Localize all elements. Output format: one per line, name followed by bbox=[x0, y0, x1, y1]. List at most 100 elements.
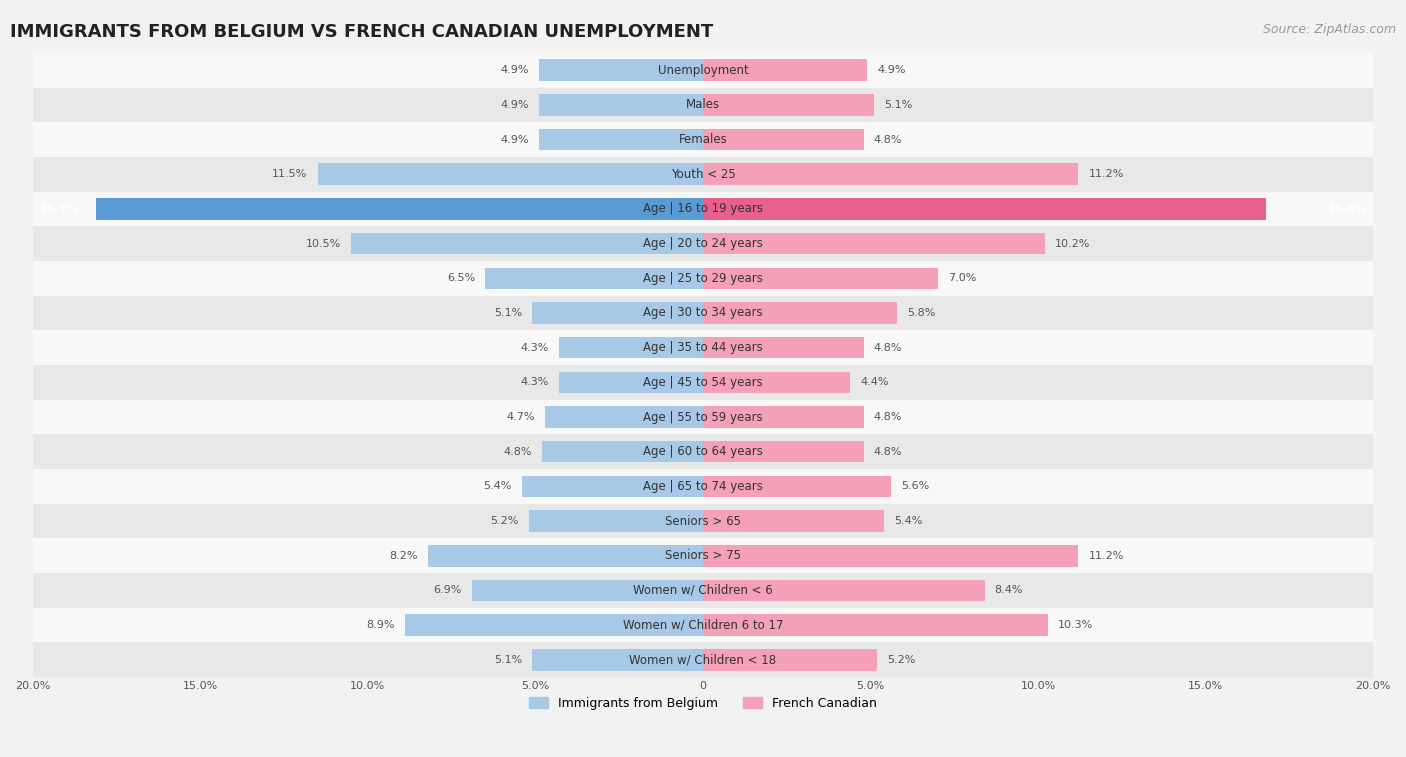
Text: Youth < 25: Youth < 25 bbox=[671, 168, 735, 181]
Bar bbox=[703, 198, 1265, 220]
Bar bbox=[703, 60, 868, 81]
Text: 6.9%: 6.9% bbox=[433, 585, 461, 596]
Text: 8.4%: 8.4% bbox=[994, 585, 1024, 596]
Bar bbox=[32, 192, 1374, 226]
Text: 4.3%: 4.3% bbox=[520, 343, 548, 353]
Bar bbox=[703, 510, 884, 532]
Bar bbox=[703, 580, 984, 601]
Bar bbox=[32, 538, 1374, 573]
Bar bbox=[543, 441, 703, 463]
Bar bbox=[32, 157, 1374, 192]
Bar bbox=[32, 261, 1374, 296]
Bar bbox=[703, 441, 863, 463]
Text: 10.5%: 10.5% bbox=[305, 238, 342, 248]
Text: 5.1%: 5.1% bbox=[884, 100, 912, 110]
Bar bbox=[522, 475, 703, 497]
Bar bbox=[703, 337, 863, 358]
Text: 10.2%: 10.2% bbox=[1054, 238, 1090, 248]
Bar bbox=[32, 400, 1374, 435]
Text: 5.2%: 5.2% bbox=[887, 655, 915, 665]
Bar bbox=[32, 53, 1374, 88]
Bar bbox=[703, 649, 877, 671]
Text: Age | 65 to 74 years: Age | 65 to 74 years bbox=[643, 480, 763, 493]
Text: 11.2%: 11.2% bbox=[1088, 170, 1123, 179]
Bar bbox=[405, 615, 703, 636]
Legend: Immigrants from Belgium, French Canadian: Immigrants from Belgium, French Canadian bbox=[524, 692, 882, 715]
Text: 10.3%: 10.3% bbox=[1059, 620, 1094, 630]
Bar bbox=[97, 198, 703, 220]
Bar bbox=[538, 94, 703, 116]
Text: 5.6%: 5.6% bbox=[901, 481, 929, 491]
Text: Seniors > 75: Seniors > 75 bbox=[665, 550, 741, 562]
Bar bbox=[32, 435, 1374, 469]
Bar bbox=[531, 649, 703, 671]
Bar bbox=[703, 267, 938, 289]
Text: Age | 30 to 34 years: Age | 30 to 34 years bbox=[643, 307, 763, 319]
Bar bbox=[429, 545, 703, 566]
Bar bbox=[703, 372, 851, 393]
Bar bbox=[558, 372, 703, 393]
Text: Seniors > 65: Seniors > 65 bbox=[665, 515, 741, 528]
Bar bbox=[32, 122, 1374, 157]
Text: 11.2%: 11.2% bbox=[1088, 551, 1123, 561]
Text: 7.0%: 7.0% bbox=[948, 273, 976, 283]
Bar bbox=[32, 503, 1374, 538]
Text: Age | 35 to 44 years: Age | 35 to 44 years bbox=[643, 341, 763, 354]
Text: 4.9%: 4.9% bbox=[501, 65, 529, 75]
Text: 4.8%: 4.8% bbox=[875, 343, 903, 353]
Bar bbox=[32, 469, 1374, 503]
Text: 5.1%: 5.1% bbox=[494, 308, 522, 318]
Text: 5.4%: 5.4% bbox=[894, 516, 922, 526]
Text: 5.2%: 5.2% bbox=[491, 516, 519, 526]
Bar bbox=[703, 475, 890, 497]
Bar bbox=[538, 129, 703, 151]
Bar bbox=[32, 365, 1374, 400]
Bar bbox=[703, 302, 897, 324]
Bar bbox=[32, 226, 1374, 261]
Bar bbox=[485, 267, 703, 289]
Text: IMMIGRANTS FROM BELGIUM VS FRENCH CANADIAN UNEMPLOYMENT: IMMIGRANTS FROM BELGIUM VS FRENCH CANADI… bbox=[10, 23, 713, 41]
Bar bbox=[538, 60, 703, 81]
Text: Age | 16 to 19 years: Age | 16 to 19 years bbox=[643, 202, 763, 216]
Bar bbox=[529, 510, 703, 532]
Bar bbox=[32, 88, 1374, 122]
Bar bbox=[703, 129, 863, 151]
Text: Women w/ Children < 18: Women w/ Children < 18 bbox=[630, 653, 776, 666]
Text: Source: ZipAtlas.com: Source: ZipAtlas.com bbox=[1263, 23, 1396, 36]
Text: Women w/ Children 6 to 17: Women w/ Children 6 to 17 bbox=[623, 618, 783, 631]
Text: 11.5%: 11.5% bbox=[273, 170, 308, 179]
Text: 4.9%: 4.9% bbox=[877, 65, 905, 75]
Bar bbox=[32, 296, 1374, 330]
Text: 4.8%: 4.8% bbox=[875, 412, 903, 422]
Bar bbox=[472, 580, 703, 601]
Text: Age | 55 to 59 years: Age | 55 to 59 years bbox=[643, 410, 763, 423]
Bar bbox=[32, 573, 1374, 608]
Text: 18.1%: 18.1% bbox=[39, 204, 77, 214]
Text: Males: Males bbox=[686, 98, 720, 111]
Text: Age | 20 to 24 years: Age | 20 to 24 years bbox=[643, 237, 763, 250]
Bar bbox=[703, 164, 1078, 185]
Text: 4.9%: 4.9% bbox=[501, 100, 529, 110]
Text: 4.8%: 4.8% bbox=[875, 135, 903, 145]
Text: 5.4%: 5.4% bbox=[484, 481, 512, 491]
Bar bbox=[703, 615, 1049, 636]
Bar bbox=[32, 330, 1374, 365]
Bar bbox=[703, 94, 875, 116]
Text: Unemployment: Unemployment bbox=[658, 64, 748, 76]
Text: Age | 45 to 54 years: Age | 45 to 54 years bbox=[643, 376, 763, 389]
Bar bbox=[558, 337, 703, 358]
Bar bbox=[32, 643, 1374, 678]
Text: 8.9%: 8.9% bbox=[366, 620, 395, 630]
Text: 4.7%: 4.7% bbox=[508, 412, 536, 422]
Text: 4.9%: 4.9% bbox=[501, 135, 529, 145]
Bar bbox=[318, 164, 703, 185]
Text: 8.2%: 8.2% bbox=[389, 551, 418, 561]
Bar bbox=[703, 233, 1045, 254]
Text: 4.3%: 4.3% bbox=[520, 377, 548, 388]
Text: 5.1%: 5.1% bbox=[494, 655, 522, 665]
Bar bbox=[703, 545, 1078, 566]
Text: Age | 60 to 64 years: Age | 60 to 64 years bbox=[643, 445, 763, 458]
Text: 16.8%: 16.8% bbox=[1327, 204, 1367, 214]
Text: 4.8%: 4.8% bbox=[503, 447, 531, 456]
Bar bbox=[531, 302, 703, 324]
